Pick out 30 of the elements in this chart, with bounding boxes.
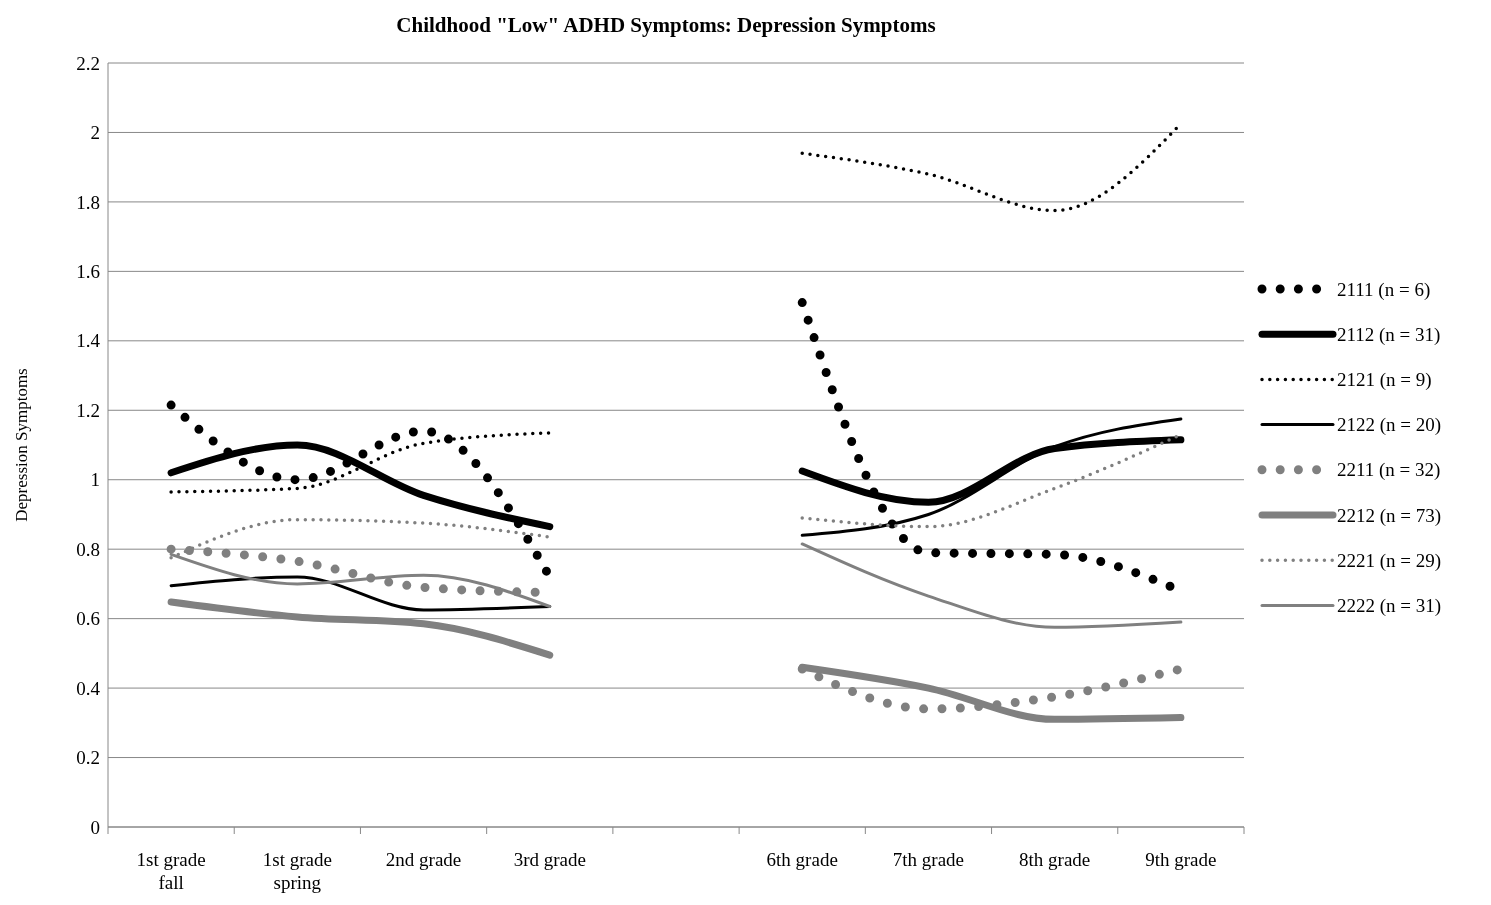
legend-label: 2211 (n = 32) — [1337, 459, 1441, 482]
y-tick-label: 0.4 — [76, 677, 101, 699]
legend-label: 2111 (n = 6) — [1337, 278, 1431, 301]
x-tick-label: 7th grade — [892, 849, 965, 870]
chart-title: Childhood "Low" ADHD Symptoms: Depression Symptoms — [396, 13, 936, 37]
y-tick-label: 0.2 — [76, 747, 100, 769]
y-tick-label: 1.6 — [76, 261, 100, 283]
y-tick-label: 2.2 — [76, 52, 100, 74]
y-axis-title: Depression Symptoms — [12, 368, 31, 522]
x-tick-label: 1st grade fall — [136, 849, 206, 893]
x-tick-label: 2nd grade — [385, 849, 462, 870]
y-tick-label: 2 — [90, 122, 100, 144]
y-tick-label: 0.8 — [76, 538, 100, 560]
x-tick-label: 6th grade — [766, 849, 838, 870]
y-tick-label: 1.2 — [76, 399, 100, 421]
legend-label: 2112 (n = 31) — [1337, 323, 1441, 346]
legend-label: 2222 (n = 31) — [1337, 595, 1442, 618]
legend-label: 2121 (n = 9) — [1337, 369, 1432, 392]
legend-label: 2221 (n = 29) — [1337, 549, 1442, 572]
y-tick-label: 1 — [90, 469, 100, 491]
y-tick-label: 1.4 — [76, 330, 101, 352]
x-tick-label: 3rd grade — [513, 849, 586, 870]
x-tick-label: 8th grade — [1019, 849, 1091, 870]
x-tick-label: 1st grade spring — [262, 849, 332, 893]
y-tick-label: 0 — [90, 816, 100, 838]
y-tick-label: 1.8 — [76, 191, 100, 213]
y-tick-label: 0.6 — [76, 608, 100, 630]
legend-label: 2212 (n = 73) — [1337, 504, 1442, 527]
legend-label: 2122 (n = 20) — [1337, 414, 1442, 437]
x-tick-label: 9th grade — [1145, 849, 1217, 870]
